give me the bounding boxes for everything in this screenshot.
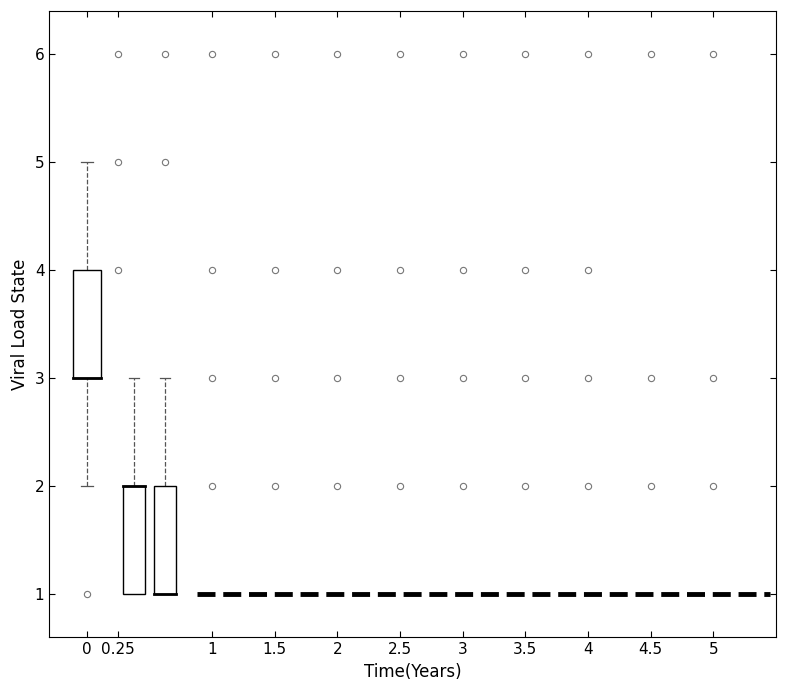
- Bar: [154, 486, 176, 594]
- Bar: [73, 271, 101, 379]
- X-axis label: Time(Years): Time(Years): [364, 663, 461, 681]
- Bar: [123, 486, 145, 594]
- Y-axis label: Viral Load State: Viral Load State: [11, 259, 29, 390]
